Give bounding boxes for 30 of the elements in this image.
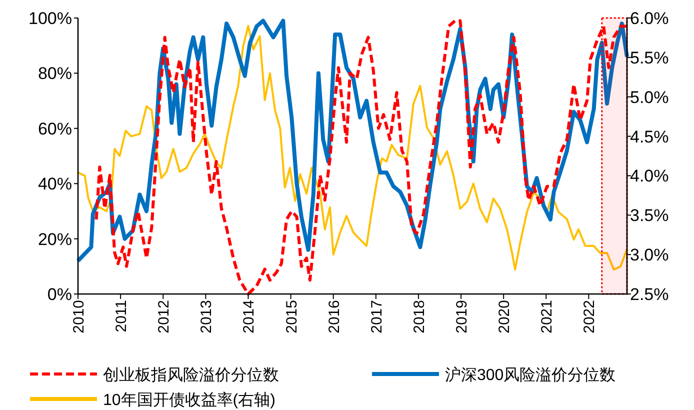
y-tick-label: 80% xyxy=(38,64,72,84)
y2-tick-label: 4.0% xyxy=(630,166,669,186)
x-tick-label: 2017 xyxy=(368,300,386,334)
x-tick-label: 2022 xyxy=(581,300,598,334)
y2-tick-label: 3.5% xyxy=(630,206,669,226)
x-tick-label: 2014 xyxy=(240,300,258,334)
y2-tick-label: 5.0% xyxy=(630,88,669,107)
y2-tick-label: 3.0% xyxy=(630,246,669,265)
y-tick-label: 100% xyxy=(28,9,72,28)
legend-label: 沪深300风险溢价分位数 xyxy=(445,366,616,384)
x-tick-label: 2021 xyxy=(538,300,556,334)
legend-label: 10年国开债收益率(右轴) xyxy=(103,391,276,409)
y-tick-label: 60% xyxy=(38,119,72,138)
y-tick-label: 40% xyxy=(38,174,72,194)
x-tick-label: 2020 xyxy=(496,300,514,334)
x-tick-label: 2019 xyxy=(454,300,471,334)
x-tick-label: 2011 xyxy=(113,300,130,332)
y2-tick-label: 5.5% xyxy=(630,48,669,68)
x-tick-label: 2018 xyxy=(410,300,428,334)
y-tick-label: 20% xyxy=(38,230,72,249)
x-tick-label: 2010 xyxy=(70,300,88,334)
x-tick-label: 2016 xyxy=(326,300,343,334)
y2-tick-label: 6.0% xyxy=(630,9,669,28)
x-tick-label: 2015 xyxy=(283,300,300,334)
x-tick-label: 2012 xyxy=(156,300,173,334)
x-tick-label: 2013 xyxy=(198,300,216,334)
y2-tick-label: 4.5% xyxy=(630,127,669,146)
legend-label: 创业板指风险溢价分位数 xyxy=(103,366,279,384)
y2-tick-label: 2.5% xyxy=(630,285,669,304)
y-tick-label: 0% xyxy=(47,285,72,304)
